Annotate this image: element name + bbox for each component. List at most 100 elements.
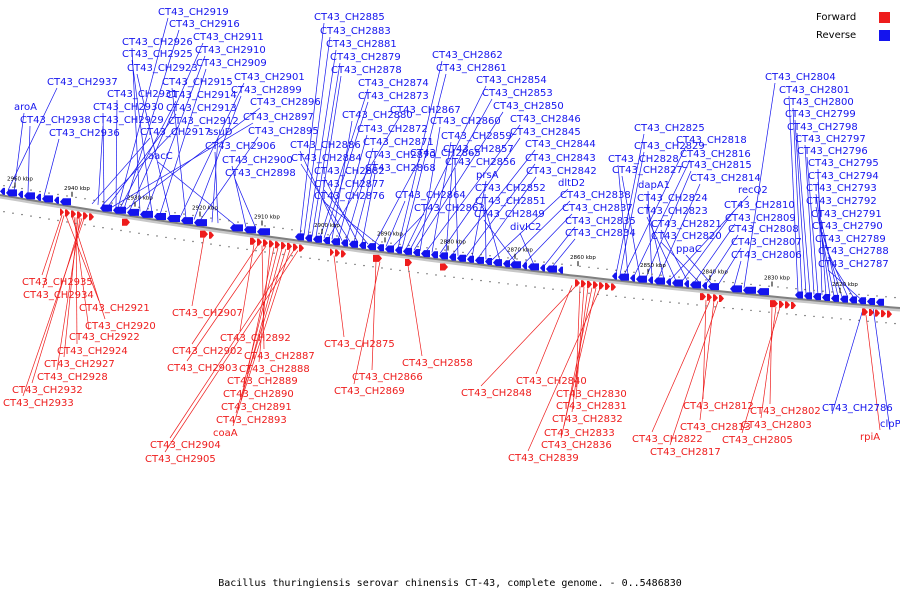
forward-gene[interactable]: [611, 283, 616, 291]
forward-gene-label[interactable]: CT43_CH2933: [3, 398, 74, 409]
reverse-gene-label[interactable]: ssuD: [208, 127, 233, 138]
forward-gene[interactable]: [599, 282, 604, 290]
reverse-gene-label[interactable]: CT43_CH2897: [243, 112, 314, 123]
reverse-gene-label[interactable]: CT43_CH2809: [725, 213, 796, 224]
forward-gene[interactable]: [275, 241, 280, 249]
reverse-gene-label[interactable]: CT43_CH2795: [808, 158, 879, 169]
reverse-gene-label[interactable]: ppaC: [676, 244, 702, 255]
reverse-gene-label[interactable]: CT43_CH2876: [314, 191, 385, 202]
reverse-gene-label[interactable]: CT43_CH2846: [510, 114, 581, 125]
reverse-gene-label[interactable]: recQ2: [738, 185, 768, 196]
forward-gene[interactable]: [713, 294, 718, 302]
reverse-gene-label[interactable]: CT43_CH2917: [140, 127, 211, 138]
reverse-gene[interactable]: [503, 260, 510, 268]
reverse-gene[interactable]: [36, 193, 41, 201]
reverse-gene-label[interactable]: CT43_CH2857: [443, 144, 514, 155]
forward-gene-label[interactable]: CT43_CH2934: [23, 290, 94, 301]
reverse-gene-label[interactable]: CT43_CH2874: [358, 78, 429, 89]
forward-gene-label[interactable]: CT43_CH2935: [22, 277, 93, 288]
reverse-gene-label[interactable]: CT43_CH2804: [765, 72, 836, 83]
reverse-gene-label[interactable]: CT43_CH2845: [510, 127, 581, 138]
forward-gene-label[interactable]: CT43_CH2890: [223, 389, 294, 400]
reverse-gene[interactable]: [684, 280, 689, 288]
forward-gene[interactable]: [89, 213, 94, 221]
reverse-gene[interactable]: [757, 288, 769, 296]
reverse-gene-label[interactable]: divIC2: [510, 222, 541, 233]
reverse-gene-label[interactable]: CT43_CH2878: [331, 65, 402, 76]
reverse-gene[interactable]: [546, 265, 557, 273]
reverse-gene-label[interactable]: CT43_CH2895: [248, 126, 319, 137]
reverse-gene[interactable]: [359, 241, 366, 249]
forward-gene-label[interactable]: CT43_CH2921: [79, 303, 150, 314]
reverse-gene-label[interactable]: CT43_CH2926: [122, 37, 193, 48]
reverse-gene[interactable]: [181, 217, 193, 225]
forward-gene-label[interactable]: CT43_CH2892: [220, 333, 291, 344]
reverse-gene[interactable]: [702, 282, 707, 290]
forward-gene[interactable]: [791, 301, 796, 309]
reverse-gene-label[interactable]: CT43_CH2871: [363, 137, 434, 148]
forward-gene[interactable]: [299, 244, 304, 252]
reverse-gene-label[interactable]: CT43_CH2912: [168, 116, 239, 127]
reverse-gene-label[interactable]: CT43_CH2806: [731, 250, 802, 261]
reverse-gene[interactable]: [630, 274, 635, 282]
reverse-gene-label[interactable]: CT43_CH2788: [818, 246, 889, 257]
reverse-gene-label[interactable]: CT43_CH2827: [612, 165, 683, 176]
reverse-gene[interactable]: [708, 283, 719, 291]
reverse-gene-label[interactable]: CT43_CH2923: [127, 63, 198, 74]
reverse-gene[interactable]: [230, 224, 243, 232]
forward-gene-label[interactable]: CT43_CH2802: [750, 406, 821, 417]
reverse-gene[interactable]: [449, 253, 456, 261]
forward-gene-label[interactable]: rpiA: [860, 432, 880, 443]
forward-gene[interactable]: [257, 238, 262, 246]
reverse-gene-label[interactable]: prsA: [476, 170, 499, 181]
forward-gene[interactable]: [887, 310, 892, 318]
forward-gene-label[interactable]: CT43_CH2932: [12, 385, 83, 396]
reverse-gene[interactable]: [295, 233, 304, 241]
reverse-gene-label[interactable]: CT43_CH2853: [482, 88, 553, 99]
reverse-gene-label[interactable]: CT43_CH2793: [806, 183, 877, 194]
forward-gene-label[interactable]: CT43_CH2893: [216, 415, 287, 426]
reverse-gene-label[interactable]: CT43_CH2849: [474, 209, 545, 220]
forward-gene-label[interactable]: CT43_CH2922: [69, 332, 140, 343]
reverse-gene-label[interactable]: CT43_CH2938: [20, 115, 91, 126]
reverse-gene[interactable]: [493, 259, 502, 267]
forward-gene-label[interactable]: CT43_CH2833: [544, 428, 615, 439]
reverse-gene-label[interactable]: CT43_CH2834: [565, 228, 636, 239]
reverse-gene-label[interactable]: CT43_CH2930: [93, 102, 164, 113]
reverse-gene-label[interactable]: CT43_CH2856: [445, 157, 516, 168]
reverse-gene[interactable]: [475, 256, 484, 264]
reverse-gene-label[interactable]: CT43_CH2824: [637, 193, 708, 204]
reverse-gene-label[interactable]: CT43_CH2808: [728, 224, 799, 235]
reverse-gene[interactable]: [522, 262, 527, 270]
reverse-gene-label[interactable]: CT43_CH2879: [330, 52, 401, 63]
reverse-gene[interactable]: [60, 198, 71, 206]
forward-gene[interactable]: [700, 293, 706, 301]
reverse-gene-label[interactable]: CT43_CH2914: [166, 90, 237, 101]
reverse-gene[interactable]: [367, 243, 376, 251]
forward-gene[interactable]: [770, 300, 778, 308]
reverse-gene[interactable]: [672, 279, 683, 287]
reverse-gene-label[interactable]: CT43_CH2814: [690, 173, 761, 184]
forward-gene[interactable]: [330, 248, 334, 256]
forward-gene-label[interactable]: CT43_CH2920: [85, 321, 156, 332]
reverse-gene-label[interactable]: CT43_CH2852: [475, 183, 546, 194]
forward-gene-label[interactable]: CT43_CH2869: [334, 386, 405, 397]
reverse-gene[interactable]: [467, 255, 474, 263]
reverse-gene-label[interactable]: aacC: [148, 151, 173, 162]
reverse-gene[interactable]: [636, 275, 647, 283]
reverse-gene[interactable]: [510, 261, 521, 269]
reverse-gene-label[interactable]: CT43_CH2906: [205, 141, 276, 152]
forward-gene[interactable]: [71, 210, 76, 218]
forward-gene-label[interactable]: CT43_CH2848: [461, 388, 532, 399]
forward-gene-label[interactable]: CT43_CH2822: [632, 434, 703, 445]
reverse-gene-label[interactable]: CT43_CH2882: [314, 166, 385, 177]
reverse-gene-label[interactable]: CT43_CH2790: [812, 221, 883, 232]
reverse-gene-label[interactable]: CT43_CH2815: [681, 160, 752, 171]
reverse-gene[interactable]: [24, 192, 35, 200]
reverse-gene-label[interactable]: CT43_CH2863: [414, 203, 485, 214]
forward-gene-label[interactable]: CT43_CH2813: [680, 422, 751, 433]
reverse-gene-label[interactable]: CT43_CH2915: [162, 77, 233, 88]
reverse-gene-label[interactable]: CT43_CH2792: [806, 196, 877, 207]
reverse-gene[interactable]: [849, 296, 857, 304]
forward-gene[interactable]: [405, 258, 412, 266]
